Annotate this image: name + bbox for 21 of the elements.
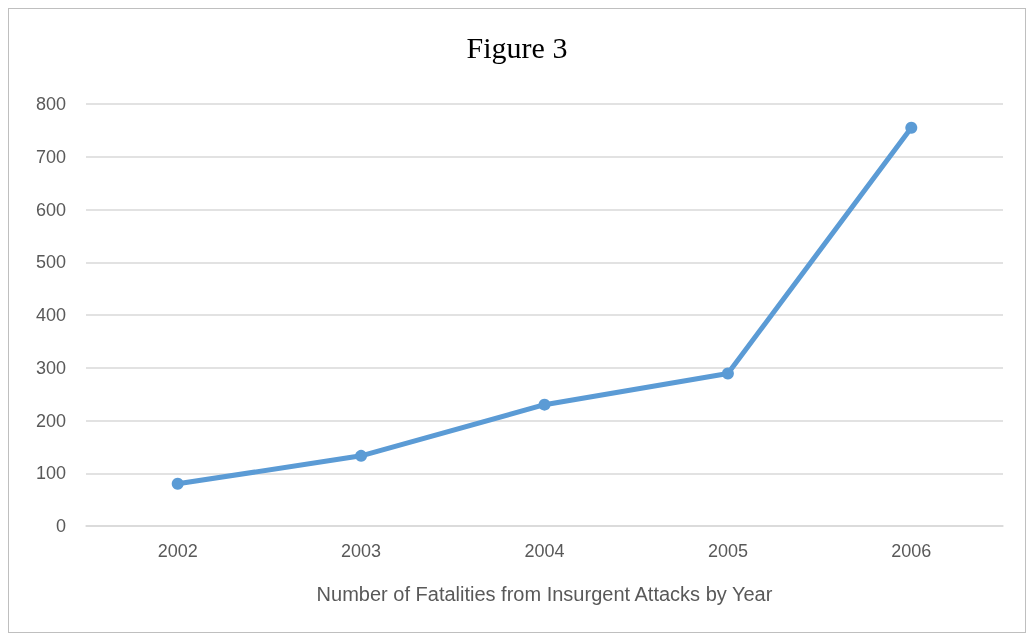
- point: [721, 367, 734, 380]
- chart-title: Figure 3: [466, 30, 568, 64]
- y-tick-label: 600: [35, 199, 66, 220]
- x-axis-title: Number of Fatalities from Insurgent Attacks by Year: [316, 583, 773, 605]
- y-tick-label: 400: [35, 305, 66, 325]
- point: [538, 398, 551, 411]
- point: [905, 121, 918, 134]
- y-tick-label: 300: [35, 357, 66, 378]
- y-tick-label: 200: [35, 410, 66, 431]
- x-tick-label: 2004: [524, 541, 565, 561]
- point: [171, 477, 184, 490]
- y-tick-label: 700: [35, 146, 66, 167]
- x-tick-label: 2005: [707, 541, 748, 561]
- y-tick-label: 800: [35, 94, 66, 114]
- y-tick-label: 0: [55, 516, 66, 536]
- point: [355, 449, 368, 462]
- x-tick-label: 2006: [891, 541, 932, 561]
- y-tick-label: 500: [35, 252, 66, 273]
- x-tick-label: 2003: [341, 541, 382, 561]
- x-tick-label: 2002: [157, 541, 198, 561]
- y-tick-label: 100: [35, 463, 66, 484]
